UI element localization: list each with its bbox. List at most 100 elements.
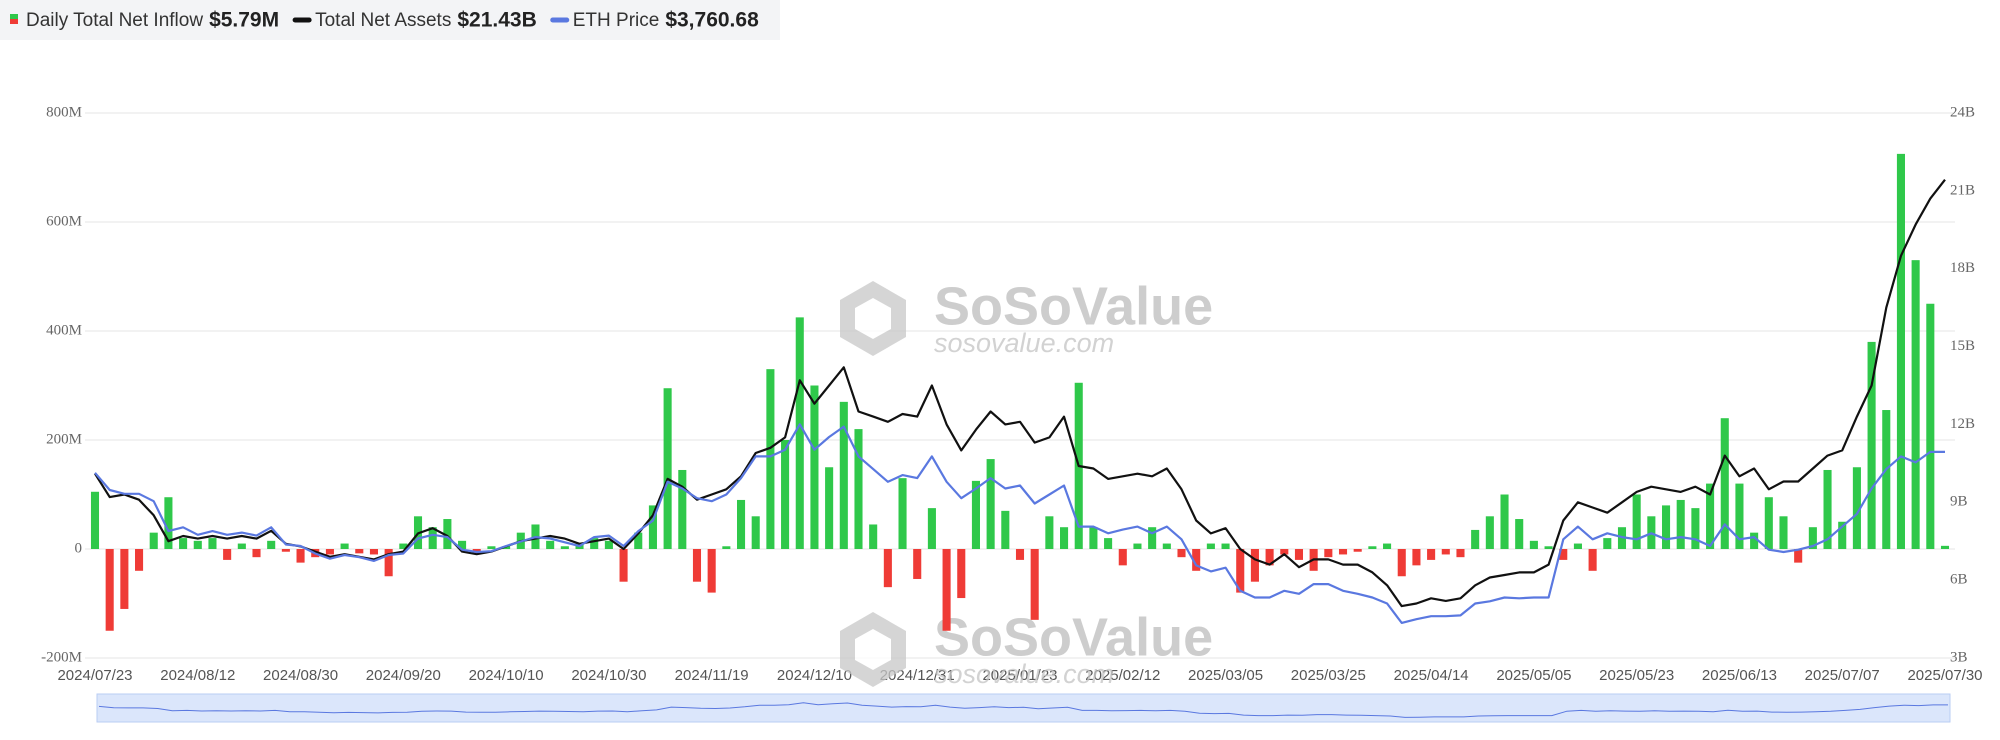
bar [1838, 521, 1847, 549]
x-tick-label: 2024/09/20 [366, 667, 441, 684]
bar [619, 549, 628, 582]
bar [1588, 549, 1597, 571]
x-tick-label: 2025/05/05 [1496, 667, 1571, 684]
bar [825, 467, 834, 549]
bar [707, 549, 716, 593]
bar [1206, 543, 1215, 549]
bar [1280, 549, 1289, 555]
y2-tick-label: 18B [1950, 260, 1975, 276]
x-tick-label: 2025/07/07 [1805, 667, 1880, 684]
legend-label: Daily Total Net Inflow [26, 10, 203, 31]
bar [193, 540, 202, 549]
bar [1661, 505, 1671, 549]
y-tick-label: 400M [46, 322, 82, 338]
watermark-url: sosovalue.com [934, 328, 1114, 358]
watermark-text: SoSoValue [934, 607, 1213, 667]
bar [1192, 549, 1201, 571]
bar [1250, 549, 1259, 582]
bar [399, 543, 408, 549]
bar [237, 543, 246, 549]
legend: Daily Total Net Inflow $5.79M Total Net As… [10, 9, 759, 32]
bar [1485, 516, 1494, 549]
bar [1397, 549, 1406, 577]
watermark-text: SoSoValue [934, 276, 1213, 336]
watermark-logo [855, 629, 891, 670]
bar [1118, 549, 1127, 566]
bar [428, 527, 437, 549]
bar [957, 549, 966, 599]
bar [1940, 545, 1950, 549]
legend-value: $21.43B [457, 9, 536, 32]
line [94, 179, 1946, 608]
x-tick-label: 2025/07/30 [1907, 667, 1982, 684]
x-tick-label: 2025/01/23 [982, 667, 1057, 684]
bar [722, 546, 731, 549]
bar [736, 499, 746, 549]
bar [1324, 549, 1333, 558]
grid: -200M 0 200M 400M 600M 800M 3B 6B 9B 12B 15B 18B 21B… [41, 104, 1982, 684]
bar [854, 429, 863, 549]
bar [1896, 153, 1905, 549]
bar [1104, 538, 1113, 549]
bar [1148, 527, 1157, 549]
navigator-series [98, 702, 1948, 718]
bar [1764, 497, 1773, 549]
legend-value: $5.79M [209, 9, 279, 32]
bar [90, 491, 100, 549]
bar [1045, 516, 1054, 549]
bar [1471, 529, 1480, 549]
y2-tick-label: 12B [1950, 416, 1975, 432]
bar [458, 540, 467, 549]
bar [604, 540, 613, 549]
legend-label: Total Net Assets [315, 10, 451, 31]
watermark-url: sosovalue.com [934, 659, 1114, 689]
legend-icon [10, 14, 18, 19]
bar [296, 549, 305, 563]
bar [1794, 549, 1803, 563]
bar [1221, 543, 1230, 549]
bar [1691, 508, 1700, 549]
bar [546, 540, 555, 549]
bar [795, 317, 804, 549]
navigator [96, 693, 1951, 723]
bar [1162, 543, 1171, 549]
bar [560, 546, 569, 549]
x-tick-label: 2024/07/23 [57, 667, 132, 684]
legend-icon [10, 19, 18, 24]
bar [223, 549, 232, 560]
y2-tick-label: 21B [1950, 182, 1975, 198]
bar [810, 385, 819, 549]
bar [839, 401, 848, 549]
bar [751, 516, 760, 549]
x-tick-label: 2025/02/12 [1085, 667, 1160, 684]
x-tick-label: 2024/08/30 [263, 667, 338, 684]
bar [648, 505, 657, 549]
x-tick-label: 2024/08/12 [160, 667, 235, 684]
bar [179, 538, 188, 549]
y2-tick-label: 9B [1950, 494, 1968, 510]
x-tick-label: 2024/12/10 [777, 667, 852, 684]
bar [1559, 549, 1568, 560]
bar [1265, 549, 1274, 566]
bar [325, 549, 334, 555]
bar [384, 549, 393, 577]
x-tick-label: 2025/04/14 [1394, 667, 1469, 684]
navigator-line [98, 702, 1948, 718]
x-tick-label: 2025/03/25 [1291, 667, 1366, 684]
x-tick-label: 2025/05/23 [1599, 667, 1674, 684]
legend-value: $3,760.68 [665, 9, 759, 32]
watermark-logo [855, 298, 891, 339]
bar [340, 543, 349, 549]
bar [1412, 549, 1421, 566]
bar [1001, 510, 1010, 549]
bar [1030, 549, 1039, 620]
bar [502, 546, 511, 549]
bar [1852, 467, 1861, 549]
bar [1529, 540, 1538, 549]
bar [1882, 410, 1891, 549]
bar [971, 480, 980, 549]
x-tick-label: 2024/11/19 [675, 667, 749, 684]
bar [105, 549, 114, 631]
y-tick-label: 800M [46, 104, 82, 120]
bar [1133, 543, 1142, 549]
